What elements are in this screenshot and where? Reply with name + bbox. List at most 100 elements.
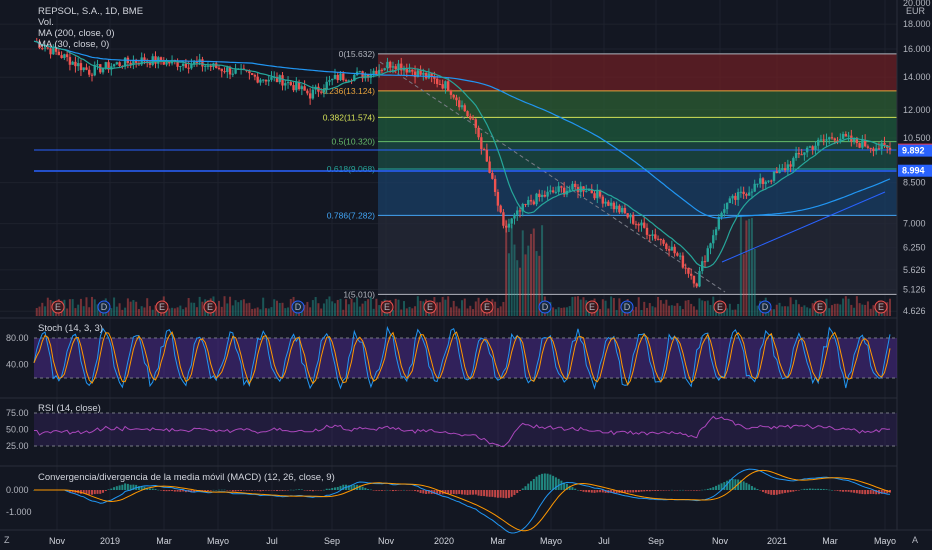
- earnings-icon[interactable]: [203, 300, 217, 314]
- macd-hist-bar: [726, 480, 729, 490]
- candle-body: [673, 246, 676, 254]
- earnings-icon[interactable]: [585, 300, 599, 314]
- macd-hist-bar: [242, 490, 245, 491]
- volume-bar: [281, 302, 284, 316]
- dividend-icon[interactable]: [538, 300, 552, 314]
- price-tick-label: 16.000: [903, 44, 931, 54]
- candle-body: [422, 72, 425, 75]
- candle-body: [435, 78, 439, 84]
- dividend-icon[interactable]: [97, 300, 111, 314]
- candle-body: [684, 267, 687, 269]
- candle-body: [750, 191, 754, 193]
- volume-bar: [256, 307, 259, 316]
- macd-hist-bar: [861, 490, 864, 495]
- candle-body: [297, 82, 301, 90]
- time-axis[interactable]: Nov 2019 Mar Mayo Jul Sep Nov 2020 Mar Mayo Jul Sep…: [49, 536, 896, 546]
- candle-body: [764, 181, 767, 185]
- macd-hist-bar: [104, 490, 107, 492]
- earnings-icon[interactable]: [813, 300, 827, 314]
- earnings-icon[interactable]: [713, 300, 727, 314]
- volume-bar: [510, 224, 513, 316]
- volume-bar: [187, 298, 190, 316]
- time-tick-label: Mar: [822, 536, 838, 546]
- volume-bar: [441, 296, 444, 316]
- macd-hist-bar: [275, 490, 278, 491]
- macd-hist-bar: [869, 490, 872, 494]
- macd-hist-bar: [438, 490, 441, 495]
- candle-body: [190, 64, 193, 69]
- candle-body: [231, 73, 235, 75]
- candle-body: [571, 183, 574, 190]
- dividend-icon[interactable]: [758, 300, 772, 314]
- macd-hist-bar: [565, 483, 568, 490]
- macd-hist-bar: [748, 484, 751, 490]
- volume-bar: [115, 306, 118, 316]
- candle-body: [607, 201, 610, 206]
- candle-body: [264, 79, 268, 82]
- earnings-icon[interactable]: [874, 300, 888, 314]
- corner-right[interactable]: A: [912, 535, 918, 545]
- candle-body: [168, 60, 171, 64]
- candle-body: [57, 51, 61, 56]
- fibonacci-retracement[interactable]: 0(15.632) 0.236(13.124) 0.382(11.574) 0.5(1…: [322, 49, 897, 299]
- earnings-icon[interactable]: [51, 300, 65, 314]
- trend-line-dashed[interactable]: [379, 61, 726, 293]
- volume-bar: [687, 300, 690, 316]
- dividend-icon[interactable]: [291, 300, 305, 314]
- volume-bar: [607, 308, 610, 316]
- volume-bar: [601, 299, 604, 316]
- ma-200-line: [33, 40, 891, 219]
- macd-histogram: [33, 473, 891, 499]
- volume-bar: [447, 296, 450, 316]
- macd-hist-bar: [380, 490, 383, 491]
- stoch-k-line: [33, 325, 891, 390]
- earnings-icon[interactable]: [423, 300, 437, 314]
- rsi-line: [34, 415, 891, 448]
- macd-hist-bar: [601, 490, 604, 493]
- fib-level-label: 0.786(7.282): [327, 210, 375, 220]
- volume-bar: [502, 301, 505, 316]
- candle-body: [739, 191, 743, 193]
- candle-body: [366, 74, 370, 78]
- macd-hist-bar: [706, 488, 709, 490]
- event-letter: E: [717, 302, 723, 312]
- candle-body: [256, 76, 259, 83]
- macd-hist-bar: [483, 490, 486, 497]
- macd-hist-bar: [461, 490, 463, 495]
- macd-hist-bar: [427, 490, 430, 494]
- macd-hist-bar: [391, 490, 394, 492]
- macd-hist-bar: [717, 484, 720, 490]
- earnings-icon[interactable]: [380, 300, 394, 314]
- macd-hist-bar: [657, 490, 660, 491]
- macd-hist-bar: [88, 490, 91, 495]
- candle-body: [615, 205, 618, 210]
- macd-hist-bar: [637, 490, 640, 493]
- candle-body: [582, 186, 585, 192]
- macd-hist-bar: [259, 490, 262, 492]
- candle-body: [402, 68, 406, 71]
- earnings-icon[interactable]: [155, 300, 169, 314]
- volume-bar: [436, 302, 439, 316]
- trend-line-up[interactable]: [721, 191, 886, 263]
- macd-hist-bar: [350, 484, 353, 490]
- dividend-icon[interactable]: [620, 300, 634, 314]
- candle-body: [107, 62, 110, 70]
- candle-body: [162, 61, 165, 65]
- volume-bar: [38, 306, 41, 316]
- candle-body: [753, 183, 756, 192]
- macd-hist-bar: [557, 478, 560, 490]
- volume-bar: [278, 303, 281, 316]
- volume-bar: [124, 307, 127, 316]
- macd-hist-bar: [309, 490, 312, 491]
- earnings-icon[interactable]: [480, 300, 494, 314]
- volume-bar: [85, 297, 88, 316]
- volume-bar: [709, 304, 712, 316]
- volume-bar: [190, 302, 193, 316]
- corner-left[interactable]: Z: [4, 535, 10, 545]
- candle-body: [797, 152, 801, 155]
- candle-body: [692, 275, 696, 284]
- price-axis[interactable]: 18.000 16.000 14.000 12.000 10.500 8.500 7.000…: [903, 19, 931, 316]
- macd-hist-bar: [866, 490, 869, 495]
